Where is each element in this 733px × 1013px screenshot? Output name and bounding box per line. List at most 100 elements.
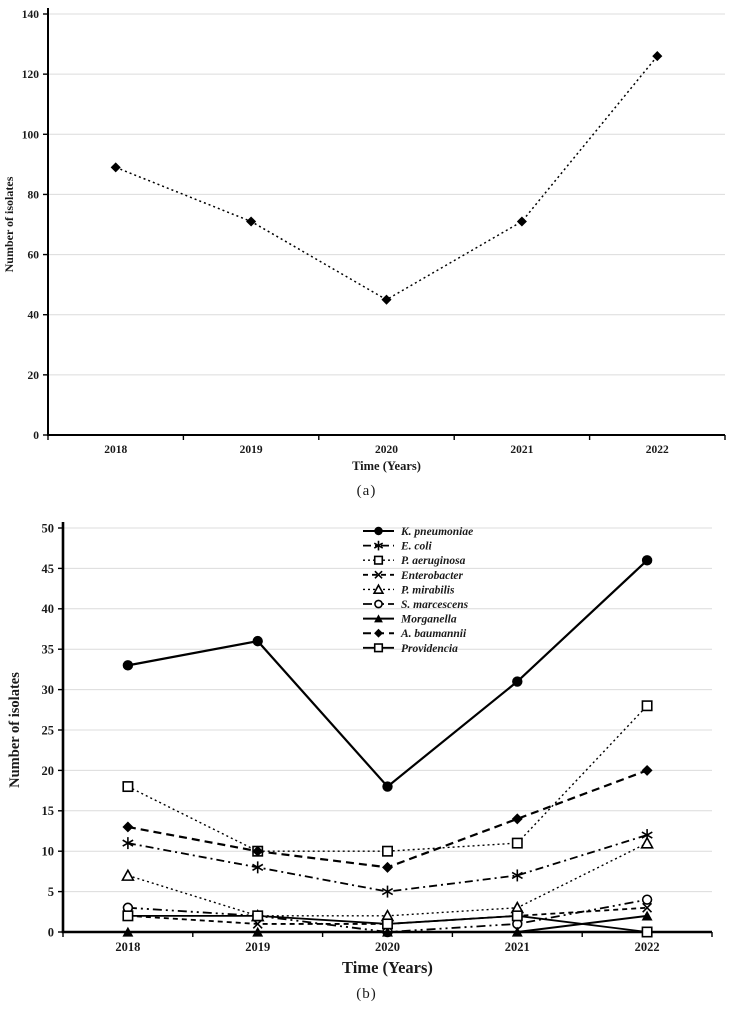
legend-label: P. mirabilis [401, 584, 455, 596]
legend-item: P. aeruginosa [363, 555, 466, 567]
series-providencia [122, 910, 653, 938]
y-tick-label: 40 [28, 310, 40, 322]
x-axis-title: Time (Years) [342, 958, 433, 977]
marker-open-square [373, 555, 384, 565]
marker-filled-diamond [110, 162, 121, 173]
x-axis-title: Time (Years) [352, 459, 421, 473]
marker-filled-circle [374, 526, 383, 536]
x-tick-label: 2020 [375, 444, 398, 456]
marker-open-triangle [640, 836, 654, 849]
y-tick-label: 120 [22, 69, 40, 81]
legend-label: A. baumannii [400, 628, 467, 640]
legend-item: Providencia [363, 643, 458, 655]
marker-filled-circle [512, 676, 523, 687]
marker-x-cross [374, 570, 383, 579]
marker-filled-diamond [246, 216, 257, 227]
y-tick-label: 0 [33, 430, 39, 442]
marker-filled-diamond [516, 216, 527, 227]
x-tick-label: 2022 [635, 940, 660, 954]
marker-open-triangle [372, 583, 385, 594]
x-tick-label: 2021 [510, 444, 533, 456]
series-line [127, 906, 648, 925]
marker-filled-triangle [641, 910, 653, 921]
legend-label: E. coli [400, 541, 432, 553]
axes: 0 20 40 60 80 100 120 140 2018 2019 2020 2021 2022 [22, 8, 726, 456]
marker-filled-triangle [252, 926, 264, 937]
chart-panel-b: 0 5 10 15 20 25 30 35 40 45 50 2018 2019 2020 2021 2022… [7, 521, 713, 977]
y-tick-label: 40 [42, 602, 55, 616]
legend-item: Enterobacter [363, 570, 463, 582]
series-e-coli [122, 829, 653, 898]
marker-filled-triangle [382, 926, 393, 937]
series-line [127, 705, 648, 852]
marker-asterisk [373, 540, 384, 551]
x-tick-label: 2020 [375, 940, 400, 954]
gridlines [48, 13, 725, 376]
series-morganella [122, 910, 653, 937]
marker-x-cross [642, 902, 653, 913]
series-data [110, 51, 663, 305]
marker-open-triangle [121, 868, 135, 881]
legend-label: Enterobacter [400, 570, 463, 582]
y-tick-label: 25 [42, 723, 55, 737]
y-tick-label: 35 [42, 643, 55, 657]
legend-item: P. mirabilis [363, 583, 455, 596]
legend-item: E. coli [363, 541, 432, 553]
y-tick-label: 30 [42, 683, 55, 697]
legend-item: Morganella [363, 614, 457, 626]
marker-asterisk [511, 869, 523, 882]
marker-asterisk [381, 885, 394, 898]
x-tick-label: 2022 [646, 444, 669, 456]
marker-filled-diamond [511, 813, 523, 825]
marker-filled-circle [122, 660, 134, 671]
marker-filled-diamond [382, 861, 393, 873]
y-tick-label: 20 [28, 370, 40, 382]
marker-filled-circle [382, 781, 393, 792]
y-tick-label: 10 [42, 845, 55, 859]
marker-open-circle [374, 599, 383, 609]
marker-open-square [511, 910, 523, 922]
marker-filled-circle [252, 635, 263, 647]
y-tick-label: 80 [28, 189, 40, 201]
marker-open-square [641, 926, 653, 938]
legend-item: A. baumannii [363, 628, 467, 640]
x-tick-label: 2019 [245, 940, 270, 954]
legend-label: Morganella [400, 614, 457, 626]
marker-open-square [122, 910, 134, 922]
y-tick-label: 45 [42, 562, 55, 576]
legend: K. pneumoniae E. coli P. aeruginosa Enterob… [363, 526, 473, 655]
marker-open-circle [641, 894, 653, 905]
chart-panel-a: 0 20 40 60 80 100 120 140 2018 2019 2020 2021 2022 Nu… [2, 8, 726, 473]
marker-filled-diamond [374, 628, 383, 638]
legend-label: S. marcescens [401, 599, 469, 611]
x-tick-label: 2019 [240, 444, 263, 456]
y-tick-label: 50 [42, 521, 55, 535]
x-tick-label: 2018 [115, 940, 140, 954]
legend-label: Providencia [401, 643, 458, 655]
series-k-pneumoniae [122, 555, 653, 792]
marker-open-square [252, 910, 264, 922]
legend-label: K. pneumoniae [400, 526, 473, 538]
x-tick-label: 2018 [104, 444, 127, 456]
y-tick-label: 60 [28, 250, 40, 262]
marker-asterisk [122, 837, 134, 850]
y-tick-label: 20 [42, 764, 55, 778]
x-tick-label: 2021 [505, 940, 530, 954]
marker-filled-diamond [381, 294, 392, 305]
series-line [115, 55, 658, 301]
marker-filled-diamond [641, 764, 653, 776]
marker-open-square [511, 837, 523, 849]
series-p-aeruginosa [122, 700, 653, 857]
caption-a: (a) [356, 483, 377, 499]
y-tick-label: 140 [22, 9, 40, 21]
marker-filled-diamond [652, 51, 663, 62]
axes: 0 5 10 15 20 25 30 35 40 45 50 2018 2019 2020 2021 2022 [42, 521, 713, 954]
marker-open-square [373, 643, 384, 653]
marker-filled-triangle [122, 926, 134, 937]
y-axis-title: Number of isolates [7, 672, 23, 788]
series-line [127, 559, 648, 789]
caption-b: (b) [356, 986, 377, 1002]
marker-open-square [122, 781, 134, 793]
y-tick-label: 15 [42, 804, 55, 818]
